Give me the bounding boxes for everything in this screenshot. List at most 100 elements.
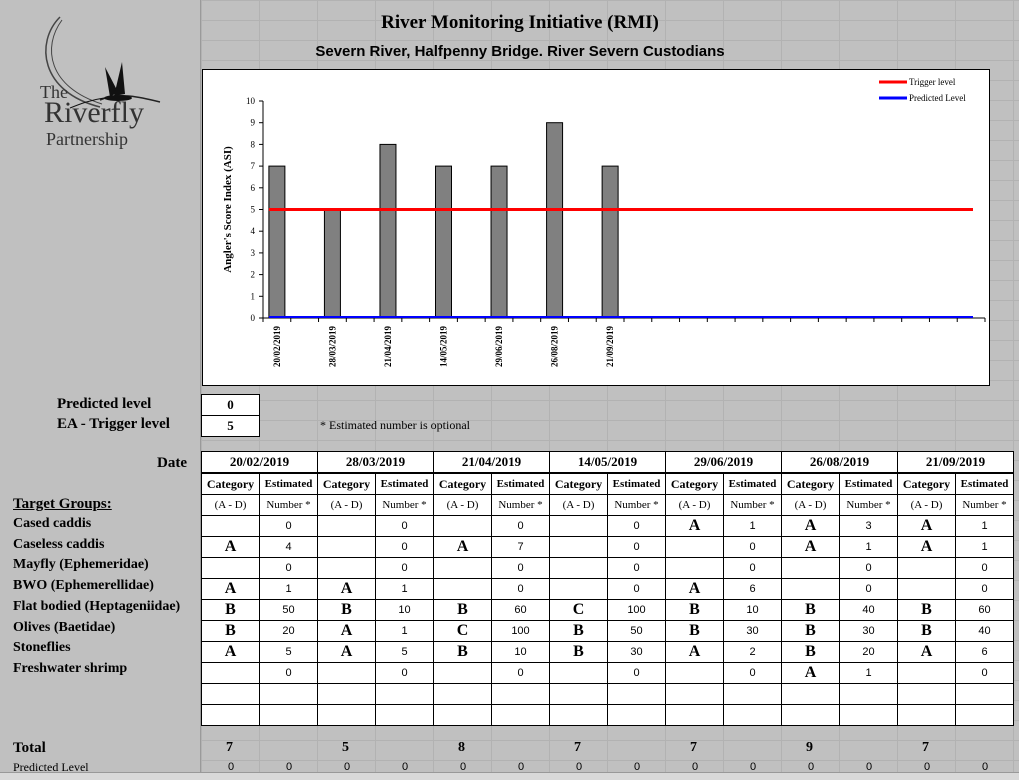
estimated-number-cell[interactable]: 5 <box>375 641 434 663</box>
category-cell[interactable]: B <box>665 620 724 642</box>
estimated-number-cell[interactable]: 0 <box>259 557 318 579</box>
date-header[interactable]: 21/09/2019 <box>897 451 1014 474</box>
empty-cell[interactable] <box>201 683 260 705</box>
estimated-number-cell[interactable]: 0 <box>607 578 666 600</box>
category-cell[interactable] <box>317 515 376 537</box>
estimated-number-cell[interactable]: 1 <box>955 515 1014 537</box>
category-cell[interactable] <box>781 578 840 600</box>
category-cell[interactable]: A <box>897 641 956 663</box>
empty-cell[interactable] <box>781 704 840 726</box>
category-cell[interactable] <box>665 536 724 558</box>
estimated-number-cell[interactable]: 100 <box>607 599 666 621</box>
category-cell[interactable]: C <box>433 620 492 642</box>
empty-cell[interactable] <box>433 704 492 726</box>
category-cell[interactable] <box>549 662 608 684</box>
empty-cell[interactable] <box>549 704 608 726</box>
category-cell[interactable] <box>549 578 608 600</box>
estimated-number-cell[interactable]: 4 <box>259 536 318 558</box>
category-cell[interactable]: A <box>433 536 492 558</box>
empty-cell[interactable] <box>491 683 550 705</box>
category-cell[interactable] <box>433 662 492 684</box>
estimated-number-cell[interactable]: 0 <box>839 578 898 600</box>
estimated-number-cell[interactable]: 0 <box>375 662 434 684</box>
estimated-number-cell[interactable]: 50 <box>607 620 666 642</box>
category-cell[interactable] <box>201 557 260 579</box>
category-cell[interactable] <box>201 662 260 684</box>
estimated-number-cell[interactable]: 0 <box>259 662 318 684</box>
category-cell[interactable] <box>317 557 376 579</box>
estimated-number-cell[interactable]: 20 <box>839 641 898 663</box>
category-cell[interactable] <box>433 557 492 579</box>
estimated-number-cell[interactable]: 1 <box>839 662 898 684</box>
empty-cell[interactable] <box>839 683 898 705</box>
date-header[interactable]: 20/02/2019 <box>201 451 318 474</box>
category-cell[interactable] <box>897 578 956 600</box>
estimated-number-cell[interactable]: 30 <box>839 620 898 642</box>
estimated-number-cell[interactable]: 6 <box>723 578 782 600</box>
empty-cell[interactable] <box>317 704 376 726</box>
estimated-number-cell[interactable]: 0 <box>375 536 434 558</box>
empty-cell[interactable] <box>665 704 724 726</box>
estimated-number-cell[interactable]: 1 <box>955 536 1014 558</box>
estimated-number-cell[interactable]: 0 <box>607 515 666 537</box>
estimated-number-cell[interactable]: 0 <box>607 557 666 579</box>
estimated-number-cell[interactable]: 30 <box>607 641 666 663</box>
date-header[interactable]: 21/04/2019 <box>433 451 550 474</box>
estimated-number-cell[interactable]: 50 <box>259 599 318 621</box>
category-cell[interactable]: B <box>781 641 840 663</box>
category-cell[interactable] <box>665 557 724 579</box>
category-cell[interactable]: B <box>781 599 840 621</box>
estimated-number-cell[interactable]: 60 <box>491 599 550 621</box>
date-header[interactable]: 29/06/2019 <box>665 451 782 474</box>
estimated-number-cell[interactable]: 20 <box>259 620 318 642</box>
estimated-number-cell[interactable]: 6 <box>955 641 1014 663</box>
category-cell[interactable]: B <box>897 620 956 642</box>
estimated-number-cell[interactable]: 0 <box>375 557 434 579</box>
empty-cell[interactable] <box>955 704 1014 726</box>
category-cell[interactable]: A <box>897 536 956 558</box>
category-cell[interactable] <box>317 662 376 684</box>
category-cell[interactable]: C <box>549 599 608 621</box>
estimated-number-cell[interactable]: 1 <box>723 515 782 537</box>
estimated-number-cell[interactable]: 1 <box>375 578 434 600</box>
category-cell[interactable] <box>781 557 840 579</box>
empty-cell[interactable] <box>317 683 376 705</box>
category-cell[interactable]: B <box>201 599 260 621</box>
estimated-number-cell[interactable]: 0 <box>491 557 550 579</box>
empty-cell[interactable] <box>375 683 434 705</box>
trigger-level-value[interactable]: 5 <box>201 415 260 437</box>
estimated-number-cell[interactable]: 0 <box>955 578 1014 600</box>
category-cell[interactable]: B <box>201 620 260 642</box>
category-cell[interactable]: B <box>549 620 608 642</box>
empty-cell[interactable] <box>897 683 956 705</box>
estimated-number-cell[interactable]: 30 <box>723 620 782 642</box>
category-cell[interactable] <box>897 662 956 684</box>
category-cell[interactable] <box>549 557 608 579</box>
category-cell[interactable]: A <box>665 515 724 537</box>
estimated-number-cell[interactable]: 1 <box>839 536 898 558</box>
estimated-number-cell[interactable]: 0 <box>259 515 318 537</box>
estimated-number-cell[interactable]: 0 <box>955 557 1014 579</box>
category-cell[interactable]: A <box>781 515 840 537</box>
category-cell[interactable]: A <box>201 536 260 558</box>
category-cell[interactable] <box>201 515 260 537</box>
category-cell[interactable]: A <box>781 662 840 684</box>
date-header[interactable]: 14/05/2019 <box>549 451 666 474</box>
empty-cell[interactable] <box>607 683 666 705</box>
empty-cell[interactable] <box>723 704 782 726</box>
estimated-number-cell[interactable]: 3 <box>839 515 898 537</box>
empty-cell[interactable] <box>259 683 318 705</box>
date-header[interactable]: 28/03/2019 <box>317 451 434 474</box>
estimated-number-cell[interactable]: 1 <box>375 620 434 642</box>
empty-cell[interactable] <box>839 704 898 726</box>
category-cell[interactable]: B <box>549 641 608 663</box>
empty-cell[interactable] <box>665 683 724 705</box>
category-cell[interactable]: B <box>433 641 492 663</box>
category-cell[interactable] <box>317 536 376 558</box>
category-cell[interactable]: A <box>317 578 376 600</box>
empty-cell[interactable] <box>897 704 956 726</box>
estimated-number-cell[interactable]: 0 <box>491 515 550 537</box>
category-cell[interactable] <box>549 536 608 558</box>
date-header[interactable]: 26/08/2019 <box>781 451 898 474</box>
estimated-number-cell[interactable]: 5 <box>259 641 318 663</box>
